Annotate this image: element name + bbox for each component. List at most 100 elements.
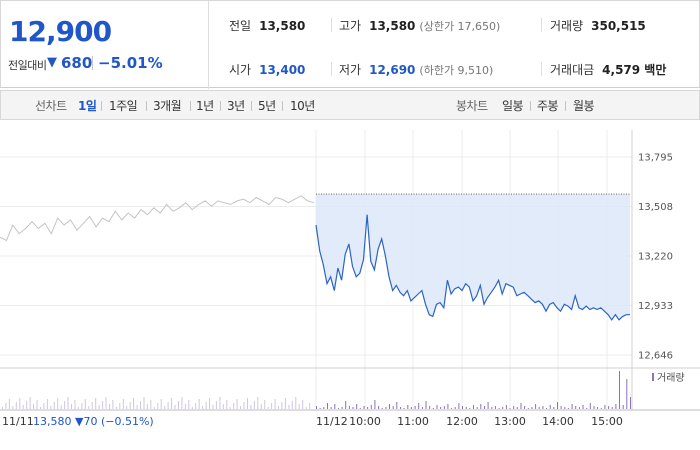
stat-amount: 거래대금 4,579 백만 [550,61,666,78]
down-arrow-icon: ▼ [47,55,57,70]
x-tick-label: 15:00 [591,415,623,428]
prev-volume-bar [257,397,259,409]
period-1y[interactable]: 1년 [196,99,214,113]
volume-bar [546,408,547,409]
stat-low: 저가 12,690 (하한가 9,510) [339,61,493,78]
volume-bar [418,403,420,409]
stat-value: 4,579 백만 [602,63,667,77]
intraday-price-chart[interactable]: 13,795 13,508 13,220 12,933 12,646 거래량 11/12… [0,120,700,450]
volume-bar [356,404,358,409]
candle-weekly[interactable]: 주봉 [537,99,559,113]
x-tick-label: 11:00 [397,415,429,428]
prev-volume-bar [57,398,59,409]
prev-volume-bar [126,406,128,409]
prev-volume-bar [202,406,204,409]
volume-bar [615,404,617,409]
prev-volume-bar [53,402,55,409]
stat-label: 시가 [229,63,252,77]
volume-bar [334,404,336,409]
volume-bars: 거래량 [2,371,685,409]
stock-summary-header: 12,900 전일대비 ▼ 680 −5.01% 전일 13,580 고가 13,5… [0,0,700,89]
prev-volume-bar [60,405,62,409]
volume-bar [432,408,434,409]
period-3m[interactable]: 3개월 [153,99,182,113]
stat-label: 거래량 [550,19,584,33]
volume-bar [593,406,595,409]
candle-daily[interactable]: 일봉 [502,99,524,113]
stat-value: 13,580 [259,19,306,33]
prev-volume-bar [264,400,266,409]
volume-bar [600,408,602,409]
prev-volume-bar [205,402,207,409]
current-price: 12,900 [9,15,112,48]
volume-bar [392,406,394,409]
candle-monthly[interactable]: 월봉 [573,99,595,113]
prev-volume-bar [191,407,193,409]
prev-volume-bar [305,407,307,409]
prev-volume-bar [133,398,135,409]
volume-bar [403,408,405,409]
prev-volume-bar [291,401,293,409]
volume-bar [564,407,566,409]
stat-high: 고가 13,580 (상한가 17,650) [339,17,500,34]
prev-day-price-line [0,195,315,242]
volume-bar [567,408,569,409]
volume-bar [323,407,325,409]
volume-bar [410,407,412,409]
period-10y[interactable]: 10년 [290,99,315,113]
prev-volume-bar [174,405,176,409]
prev-volume-bar [88,406,90,409]
prev-volume-bar [226,400,228,409]
price-box: 12,900 전일대비 ▼ 680 −5.01% [1,1,209,89]
prev-volume-bar [81,403,83,409]
prev-volume-bar [153,407,155,409]
volume-bar [586,408,588,409]
volume-bar [502,407,504,409]
period-1w[interactable]: 1주일 [109,99,138,113]
period-5y[interactable]: 5년 [258,99,276,113]
prev-volume-bar [222,404,224,409]
stat-value: 12,690 [369,63,416,77]
volume-bar [619,371,620,409]
stat-value: 13,400 [259,63,306,77]
change-amount: 680 [61,54,93,72]
prev-volume-bar [71,404,72,409]
volume-bar [462,406,463,409]
volume-bar [425,401,427,409]
stat-label: 고가 [339,19,362,33]
volume-bar [407,405,409,409]
volume-bar [560,406,562,409]
prev-volume-bar [195,403,197,409]
prev-volume-bar [5,403,7,409]
prev-volume-bar [215,401,217,409]
prev-volume-bar [12,406,14,409]
period-1d[interactable]: 1일 [78,99,97,113]
line-chart-title: 선차트 [35,99,67,113]
volume-bar [465,407,467,409]
volume-bar [345,401,347,409]
period-divider [282,101,283,111]
volume-bar [458,403,460,409]
prev-volume-bar [184,404,186,409]
volume-bar [553,407,555,409]
volume-bar [348,406,350,409]
volume-legend-label: 거래량 [657,372,685,384]
x-tick-label: 10:00 [349,415,381,428]
volume-bar [582,405,584,409]
prev-volume-bar [50,406,52,409]
period-3y[interactable]: 3년 [227,99,245,113]
stat-divider [331,18,332,32]
prev-volume-bar [2,407,3,409]
prev-volume-bar [98,405,100,409]
volume-bar [378,406,380,409]
prev-volume-bar [84,399,86,409]
volume-bar [578,407,580,409]
volume-bar [319,408,321,409]
volume-bar [513,406,515,409]
volume-bar [487,402,489,409]
volume-bar [370,405,372,409]
volume-bar [524,406,526,409]
prev-volume-bar [198,399,200,409]
prev-volume-bar [64,401,66,409]
volume-bar [505,405,507,409]
